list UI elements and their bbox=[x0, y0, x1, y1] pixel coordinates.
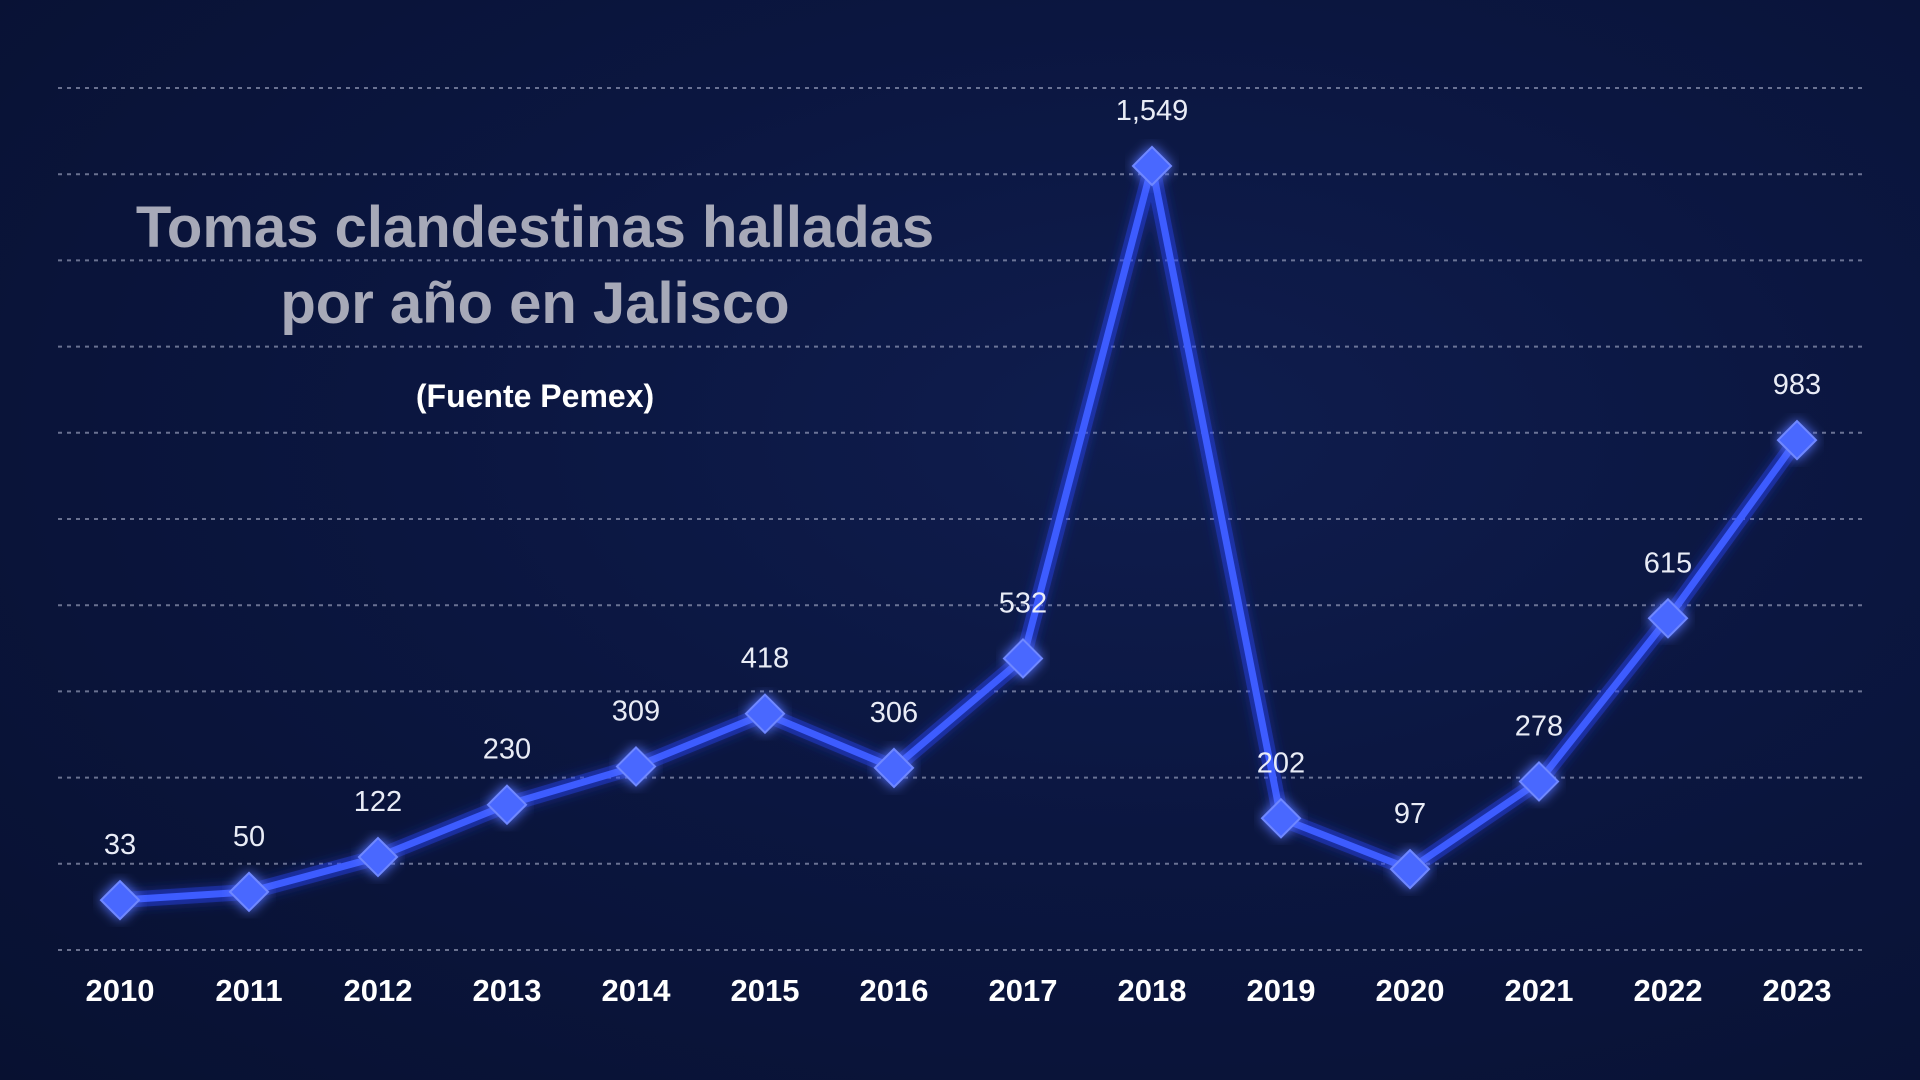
data-point-2014 bbox=[615, 746, 657, 787]
data-label-2023: 983 bbox=[1773, 369, 1821, 401]
data-label-2013: 230 bbox=[483, 734, 531, 766]
data-point-2017 bbox=[1002, 638, 1044, 679]
data-point-2016 bbox=[873, 747, 915, 789]
data-label-2020: 97 bbox=[1394, 798, 1426, 830]
markers bbox=[99, 145, 1818, 921]
data-label-2016: 306 bbox=[870, 697, 918, 729]
data-point-2023 bbox=[1776, 419, 1818, 461]
x-tick-label-2017: 2017 bbox=[989, 973, 1058, 1008]
x-tick-label-2022: 2022 bbox=[1634, 973, 1703, 1008]
x-axis-ticks: 2010 2011 2012 2013 2014 2015 2016 2017 2018 2019… bbox=[86, 973, 1832, 1008]
data-label-2010: 33 bbox=[104, 829, 136, 861]
series-line bbox=[116, 162, 1801, 904]
chart-title-line-1: Tomas clandestinas halladas bbox=[135, 195, 935, 260]
data-point-2015 bbox=[744, 693, 786, 735]
data-label-2022: 615 bbox=[1644, 547, 1692, 579]
data-label-2021: 278 bbox=[1515, 710, 1563, 742]
x-tick-label-2020: 2020 bbox=[1376, 973, 1445, 1008]
data-point-2021 bbox=[1518, 761, 1560, 802]
data-labels: 33 50 122 230 309 418 306 532 1,549 202 97 278 615 98… bbox=[104, 95, 1821, 861]
data-label-2019: 202 bbox=[1257, 747, 1305, 779]
data-point-2012 bbox=[357, 836, 399, 878]
data-point-2020 bbox=[1389, 848, 1431, 890]
x-tick-label-2021: 2021 bbox=[1505, 973, 1574, 1008]
chart-subtitle: (Fuente Pemex) bbox=[415, 378, 655, 414]
x-tick-label-2014: 2014 bbox=[602, 973, 672, 1008]
data-label-2012: 122 bbox=[354, 786, 402, 818]
chart-title-line-2: por año en Jalisco bbox=[280, 271, 790, 336]
x-tick-label-2012: 2012 bbox=[344, 973, 413, 1008]
x-tick-label-2016: 2016 bbox=[860, 973, 929, 1008]
data-label-2011: 50 bbox=[233, 821, 265, 853]
x-tick-label-2018: 2018 bbox=[1118, 973, 1187, 1008]
data-label-2015: 418 bbox=[741, 643, 789, 675]
x-tick-label-2015: 2015 bbox=[731, 973, 800, 1008]
data-point-2022 bbox=[1647, 597, 1689, 639]
x-tick-label-2013: 2013 bbox=[473, 973, 542, 1008]
x-tick-label-2010: 2010 bbox=[86, 973, 155, 1008]
data-point-2011 bbox=[228, 871, 270, 913]
series-line-group bbox=[112, 158, 1805, 909]
chart-title: Tomas clandestinas halladas por año en J… bbox=[60, 190, 1010, 342]
data-point-2010 bbox=[99, 879, 141, 921]
data-label-2014: 309 bbox=[612, 695, 660, 727]
x-tick-label-2023: 2023 bbox=[1763, 973, 1832, 1008]
data-label-2017: 532 bbox=[999, 587, 1047, 619]
data-point-2013 bbox=[486, 784, 528, 826]
data-label-2018: 1,549 bbox=[1116, 95, 1189, 127]
x-tick-label-2011: 2011 bbox=[215, 973, 282, 1008]
data-point-2019 bbox=[1260, 797, 1302, 839]
data-point-2018 bbox=[1131, 145, 1173, 187]
x-tick-label-2019: 2019 bbox=[1247, 973, 1316, 1008]
